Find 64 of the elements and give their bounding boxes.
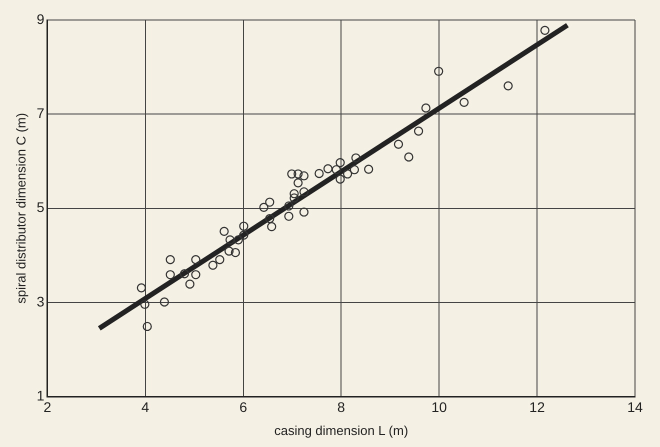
- point: [290, 189, 299, 198]
- point: [323, 164, 333, 174]
- point: [299, 207, 309, 217]
- point: [180, 269, 190, 278]
- x-tick-label: 10: [431, 398, 448, 415]
- x-axis-title: casing dimension L (m): [274, 422, 408, 438]
- point: [336, 174, 345, 184]
- y-tick-label: 3: [36, 293, 45, 310]
- point: [294, 178, 303, 188]
- point: [220, 226, 229, 236]
- point: [142, 322, 152, 332]
- point: [136, 283, 146, 292]
- y-tick-label: 5: [36, 199, 45, 216]
- point: [215, 255, 224, 264]
- x-tick-label: 2: [43, 398, 52, 415]
- point: [314, 168, 324, 178]
- x-tick-label: 12: [529, 398, 546, 415]
- point: [350, 165, 360, 174]
- point: [191, 270, 200, 280]
- point: [284, 212, 294, 221]
- point: [290, 193, 299, 203]
- point: [225, 235, 235, 244]
- point: [421, 103, 431, 113]
- point: [267, 222, 276, 232]
- point: [208, 260, 218, 270]
- point: [294, 169, 303, 179]
- point: [299, 187, 309, 196]
- point: [540, 26, 550, 35]
- y-tick-label: 1: [36, 387, 45, 404]
- point: [265, 214, 274, 224]
- x-tick-label: 8: [337, 398, 346, 415]
- x-tick-label: 14: [627, 398, 643, 415]
- y-tick-label: 7: [36, 105, 45, 122]
- point: [191, 255, 200, 264]
- point: [299, 171, 309, 180]
- x-tick-label: 6: [239, 398, 248, 415]
- point: [265, 198, 274, 207]
- point: [185, 279, 194, 289]
- point: [394, 140, 404, 149]
- point: [234, 235, 243, 244]
- point: [414, 126, 424, 136]
- point: [342, 169, 352, 179]
- point: [460, 98, 469, 107]
- point: [166, 270, 175, 280]
- y-tick-label: 9: [36, 10, 45, 27]
- point: [284, 201, 294, 211]
- point: [404, 152, 414, 162]
- point: [166, 255, 175, 264]
- point: [239, 222, 248, 231]
- point: [224, 246, 234, 256]
- point: [351, 153, 360, 163]
- point: [287, 169, 296, 179]
- point: [140, 300, 150, 309]
- point: [239, 230, 248, 240]
- point: [160, 297, 170, 307]
- point: [332, 165, 341, 174]
- point: [230, 248, 240, 258]
- point: [434, 66, 444, 76]
- y-axis-title: spiral distributor dimension C (m): [13, 112, 28, 304]
- point: [364, 164, 374, 174]
- point: [259, 202, 268, 212]
- x-tick-label: 4: [141, 398, 150, 415]
- point: [504, 81, 513, 91]
- point: [336, 158, 345, 168]
